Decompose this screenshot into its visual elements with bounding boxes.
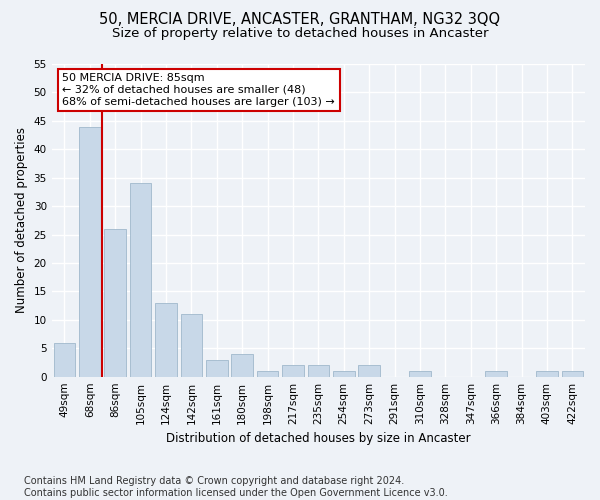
Y-axis label: Number of detached properties: Number of detached properties <box>15 128 28 314</box>
Bar <box>308 366 329 376</box>
Bar <box>358 366 380 376</box>
Bar <box>485 371 507 376</box>
Bar <box>181 314 202 376</box>
Bar <box>155 303 177 376</box>
Bar <box>562 371 583 376</box>
Bar <box>53 342 75 376</box>
Bar <box>282 366 304 376</box>
Bar <box>79 126 101 376</box>
Bar <box>257 371 278 376</box>
Bar <box>536 371 557 376</box>
Text: 50, MERCIA DRIVE, ANCASTER, GRANTHAM, NG32 3QQ: 50, MERCIA DRIVE, ANCASTER, GRANTHAM, NG… <box>100 12 500 28</box>
Text: Size of property relative to detached houses in Ancaster: Size of property relative to detached ho… <box>112 28 488 40</box>
Text: 50 MERCIA DRIVE: 85sqm
← 32% of detached houses are smaller (48)
68% of semi-det: 50 MERCIA DRIVE: 85sqm ← 32% of detached… <box>62 74 335 106</box>
Bar <box>409 371 431 376</box>
Bar <box>130 184 151 376</box>
Text: Contains HM Land Registry data © Crown copyright and database right 2024.
Contai: Contains HM Land Registry data © Crown c… <box>24 476 448 498</box>
Bar <box>206 360 227 376</box>
Bar <box>232 354 253 376</box>
Bar <box>333 371 355 376</box>
X-axis label: Distribution of detached houses by size in Ancaster: Distribution of detached houses by size … <box>166 432 470 445</box>
Bar <box>104 229 126 376</box>
